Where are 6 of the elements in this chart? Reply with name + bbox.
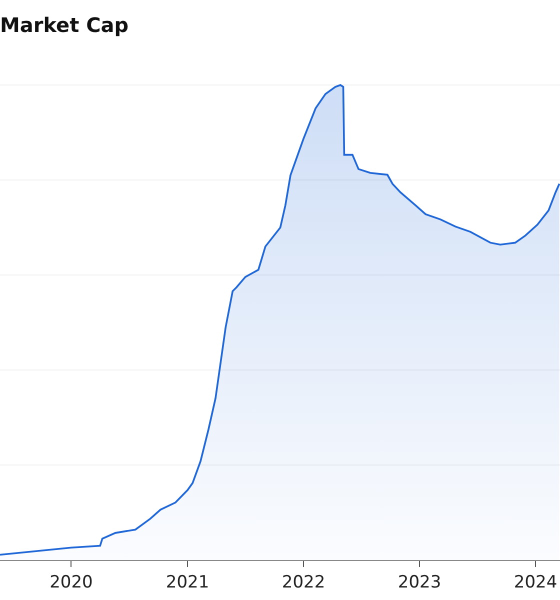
x-tick-label: 2020 [50, 572, 93, 592]
x-tick-label: 2022 [282, 572, 326, 592]
x-tick-label: 2021 [166, 572, 210, 592]
chart-title: Market Cap [0, 13, 129, 37]
x-tick-label: 2023 [398, 572, 442, 592]
x-tick-label: 2024 [514, 572, 558, 592]
